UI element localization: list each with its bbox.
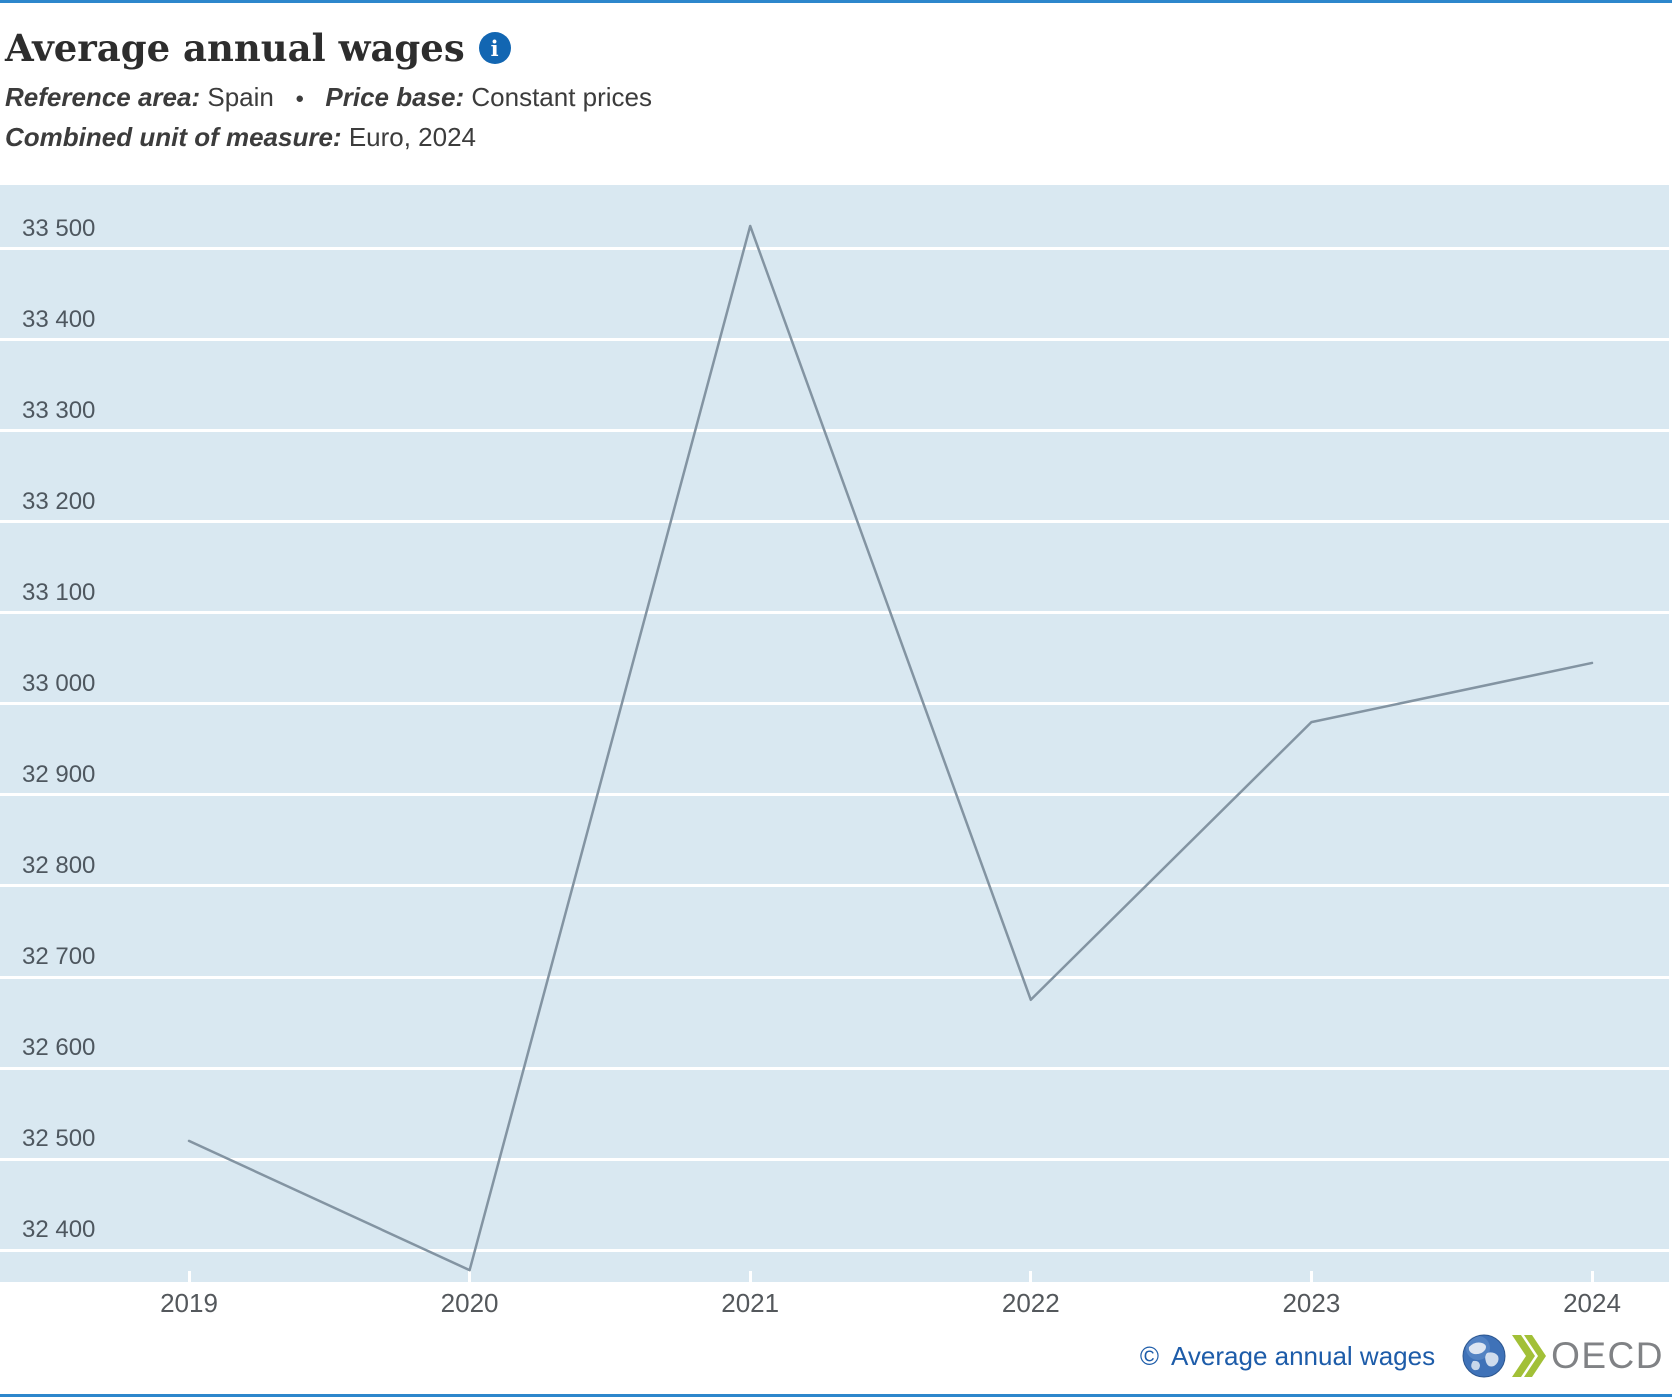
y-gridline xyxy=(0,1157,1669,1161)
unit-of-measure-value: Euro, 2024 xyxy=(348,122,477,152)
y-gridline xyxy=(0,702,1669,706)
bottom-accent-line xyxy=(0,1394,1672,1397)
x-axis-label: 2019 xyxy=(160,1288,218,1318)
x-axis-label: 2021 xyxy=(721,1288,780,1318)
y-gridline xyxy=(0,1248,1669,1252)
x-axis-tick xyxy=(187,1271,191,1285)
reference-area-label: Reference area: xyxy=(5,82,201,112)
copyright-symbol: © xyxy=(1139,1340,1160,1371)
y-axis-label: 33 200 xyxy=(22,487,96,515)
y-axis-label: 33 500 xyxy=(22,214,96,242)
bullet-separator: ● xyxy=(295,90,305,107)
oecd-globe-icon xyxy=(1462,1334,1506,1378)
x-axis-label: 2024 xyxy=(1563,1288,1621,1318)
y-gridline xyxy=(0,975,1669,979)
x-axis-label: 2022 xyxy=(1001,1288,1060,1318)
subtitle-line-2: Combined unit of measure: Euro, 2024 xyxy=(5,122,476,153)
oecd-wordmark: OECD xyxy=(1551,1335,1664,1376)
chart-plot-area: 33 500 33 400 33 300 33 200 33 100 33 000 32 9… xyxy=(0,185,1669,1318)
x-axis-tick xyxy=(748,1271,752,1285)
y-axis-label: 32 600 xyxy=(22,1034,96,1062)
y-gridline xyxy=(0,429,1669,433)
oecd-chevrons-icon xyxy=(1512,1335,1547,1377)
reference-area-value: Spain xyxy=(207,82,274,112)
y-axis-label: 32 400 xyxy=(22,1216,96,1244)
price-base-value: Constant prices xyxy=(471,82,653,112)
line-chart-canvas xyxy=(187,224,1594,1272)
y-axis-label: 33 000 xyxy=(22,669,96,697)
oecd-logo[interactable]: OECD xyxy=(1461,1333,1664,1379)
footer: © Average annual wages OECD xyxy=(1140,1330,1664,1382)
info-icon[interactable]: i xyxy=(478,32,511,64)
x-axis-tick xyxy=(1309,1271,1313,1285)
y-axis-label: 32 700 xyxy=(22,943,96,971)
y-gridline xyxy=(0,611,1669,615)
top-accent-line xyxy=(0,0,1672,3)
wages-line-series xyxy=(187,224,1594,1272)
y-gridline xyxy=(0,793,1669,797)
x-axis-label: 2023 xyxy=(1282,1288,1341,1318)
y-axis-label: 32 900 xyxy=(22,760,96,788)
chart-header: Average annual wages i xyxy=(5,26,1105,70)
y-gridline xyxy=(0,520,1669,524)
price-base-label: Price base: xyxy=(325,82,465,112)
y-gridline xyxy=(0,338,1669,342)
y-gridline xyxy=(0,884,1669,888)
y-axis-label: 33 300 xyxy=(22,396,96,424)
y-axis-label: 33 400 xyxy=(22,305,96,333)
y-gridline xyxy=(0,1066,1669,1070)
page-title: Average annual wages xyxy=(5,26,465,70)
source-attribution-link[interactable]: Average annual wages xyxy=(1171,1340,1436,1371)
y-gridline xyxy=(0,247,1669,251)
subtitle-line-1: Reference area: Spain ● Price base: Cons… xyxy=(5,82,652,113)
y-axis-label: 33 100 xyxy=(22,578,96,606)
y-axis-label: 32 500 xyxy=(22,1125,96,1153)
x-axis-tick xyxy=(1590,1271,1594,1285)
y-axis-label: 32 800 xyxy=(22,851,96,879)
x-axis-label: 2020 xyxy=(440,1288,499,1318)
x-axis-tick xyxy=(1029,1271,1033,1285)
unit-of-measure-label: Combined unit of measure: xyxy=(5,122,342,152)
x-axis-tick xyxy=(468,1271,472,1285)
